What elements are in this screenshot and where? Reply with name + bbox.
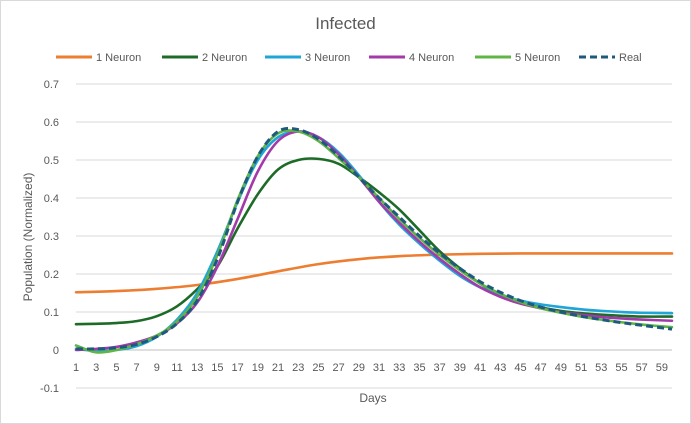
x-tick-label: 19 — [252, 362, 264, 374]
x-tick-label: 23 — [292, 362, 304, 374]
series-line-real — [75, 126, 673, 351]
x-tick-label: 37 — [434, 362, 446, 374]
legend: 1 Neuron 2 Neuron 3 Neuron 4 Neuron 5 Neuron… — [56, 52, 642, 64]
x-tick-label: 41 — [474, 362, 486, 374]
legend-label-real: Real — [619, 52, 642, 64]
x-tick-label: 45 — [514, 362, 526, 374]
y-axis-label: Population (Normalized) — [21, 173, 35, 302]
x-tick-label: 15 — [211, 362, 223, 374]
x-tick-label: 1 — [73, 362, 79, 374]
x-tick-label: 9 — [154, 362, 160, 374]
x-tick-label: 25 — [312, 362, 324, 374]
x-axis-label: Days — [359, 391, 386, 405]
y-tick-label: 0.6 — [44, 117, 59, 129]
x-tick-label: 17 — [232, 362, 244, 374]
x-tick-label: 47 — [535, 362, 547, 374]
legend-label-4-neuron: 4 Neuron — [409, 52, 454, 64]
x-tick-label: 51 — [575, 362, 587, 374]
x-tick-label: 21 — [272, 362, 284, 374]
x-tick-label: 31 — [373, 362, 385, 374]
x-tick-label: 11 — [171, 362, 182, 374]
x-tick-label: 43 — [494, 362, 506, 374]
legend-label-5-neuron: 5 Neuron — [515, 52, 560, 64]
series-line-2-neuron — [74, 157, 674, 326]
x-tick-label: 29 — [353, 362, 365, 374]
x-tick-label: 53 — [595, 362, 607, 374]
x-tick-label: 55 — [615, 362, 627, 374]
x-tick-label: 3 — [93, 362, 99, 374]
gridlines — [76, 83, 672, 389]
legend-label-1-neuron: 1 Neuron — [96, 52, 141, 64]
y-tick-label: 0.4 — [44, 193, 59, 205]
y-tick-label: -0.1 — [40, 383, 59, 395]
y-tick-label: 0 — [53, 345, 59, 357]
series-line-5-neuron — [74, 129, 674, 354]
x-tick-label: 13 — [191, 362, 203, 374]
x-tick-label: 33 — [393, 362, 405, 374]
y-tick-label: 0.3 — [44, 231, 59, 243]
y-tick-label: 0.1 — [44, 307, 59, 319]
x-tick-label: 49 — [555, 362, 567, 374]
legend-label-3-neuron: 3 Neuron — [305, 52, 350, 64]
x-tick-label: 59 — [656, 362, 668, 374]
x-tick-label: 35 — [413, 362, 425, 374]
legend-label-2-neuron: 2 Neuron — [202, 52, 247, 64]
x-axis-ticks: 1 3 5 7 9 11 13 15 17 19 21 23 25 27 29 31 33 35 37 39 41 43 4… — [73, 362, 668, 374]
x-tick-label: 39 — [454, 362, 466, 374]
y-tick-label: 0.7 — [44, 79, 59, 91]
series-lines — [74, 126, 674, 354]
x-tick-label: 57 — [636, 362, 648, 374]
y-tick-label: 0.2 — [44, 269, 59, 281]
y-axis-ticks: -0.1 0 0.1 0.2 0.3 0.4 0.5 0.6 0.7 — [40, 79, 59, 395]
y-tick-label: 0.5 — [44, 155, 59, 167]
chart-title: Infected — [315, 14, 376, 33]
series-line-1-neuron — [74, 252, 674, 294]
x-tick-label: 5 — [113, 362, 119, 374]
x-tick-label: 7 — [134, 362, 140, 374]
x-tick-label: 27 — [333, 362, 345, 374]
